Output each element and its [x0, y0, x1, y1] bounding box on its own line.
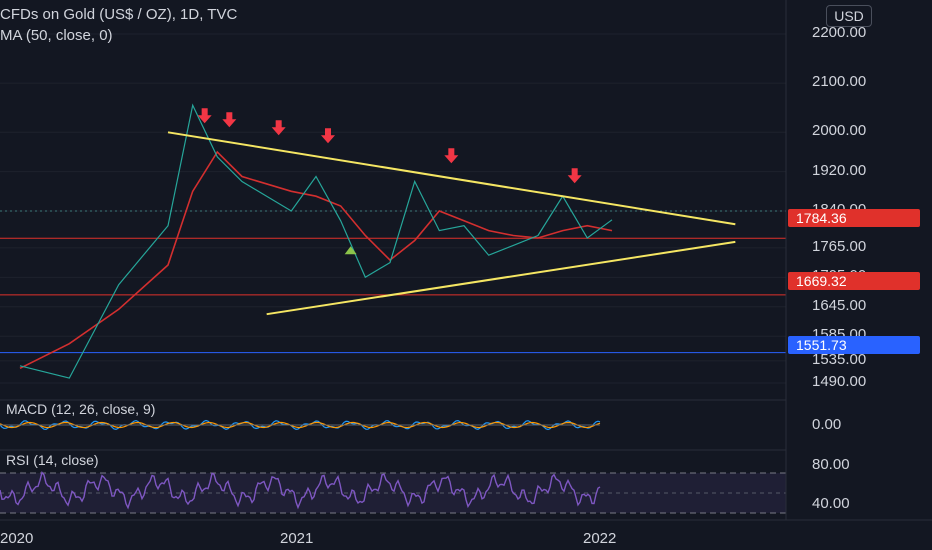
chart-header: CFDs on Gold (US$ / OZ), 1D, TVC MA (50,…	[0, 4, 237, 46]
date-label-2021: 2021	[280, 530, 314, 547]
price-badge-support: 1669.32	[788, 272, 920, 290]
down-arrow-marker	[567, 168, 582, 184]
macd-indicator-title[interactable]: MACD (12, 26, close, 9)	[6, 401, 156, 417]
price-axis-label: 2100.00	[812, 73, 867, 91]
rsi-indicator-title[interactable]: RSI (14, close)	[6, 452, 99, 468]
rsi-axis-label-80: 80.00	[812, 456, 850, 473]
currency-button[interactable]: USD	[826, 5, 872, 27]
grid	[0, 33, 786, 384]
price-axis-label: 1535.00	[812, 350, 867, 368]
price-badge-current: 1784.36	[788, 209, 920, 227]
trendline-resistance	[167, 131, 736, 226]
up-triangle-marker	[344, 246, 357, 255]
symbol-title[interactable]: CFDs on Gold (US$ / OZ), 1D, TVC	[0, 6, 238, 23]
price-axis-label: 1765.00	[812, 237, 867, 255]
price-axis-label: 2000.00	[812, 122, 867, 140]
rsi-axis-label-40: 40.00	[812, 495, 850, 512]
rsi-line	[0, 470, 601, 510]
date-label-2022: 2022	[583, 530, 617, 547]
down-arrow-marker	[222, 112, 237, 128]
ma-50-line	[19, 150, 613, 370]
macd-axis-label: 0.00	[812, 416, 842, 433]
price-axis-label: 1645.00	[812, 296, 867, 314]
price-axis-label: 1920.00	[812, 161, 867, 179]
down-arrow-marker	[271, 120, 286, 136]
price-badge-low: 1551.73	[788, 336, 920, 354]
trendline-support	[266, 240, 736, 316]
date-label-2020: 2020	[0, 530, 34, 547]
down-arrow-marker	[321, 128, 335, 144]
price-line	[19, 103, 613, 379]
down-arrow-marker	[197, 108, 212, 124]
trendlines	[167, 131, 736, 316]
down-arrow-marker	[444, 148, 459, 164]
ma-indicator-title[interactable]: MA (50, close, 0)	[0, 27, 113, 44]
price-axis-label: 2200.00	[812, 24, 867, 41]
price-axis-label: 1490.00	[812, 373, 867, 390]
macd-signal-line	[0, 421, 601, 429]
markers	[197, 108, 582, 255]
